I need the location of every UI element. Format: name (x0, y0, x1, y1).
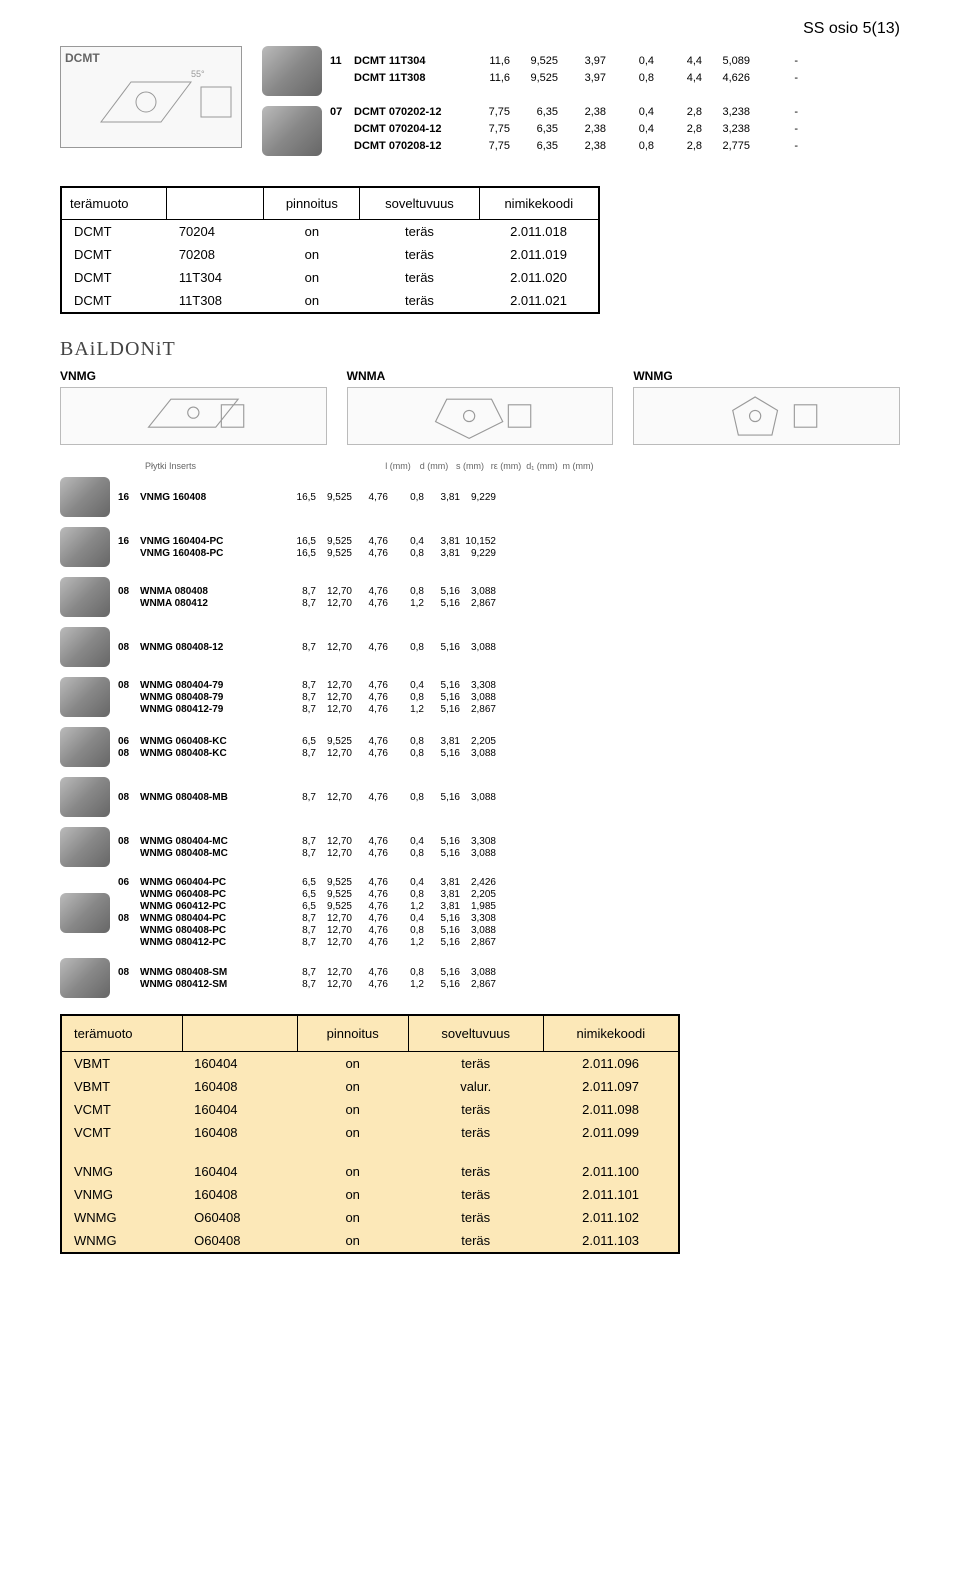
table-row: WNMGO60408onteräs2.011.103 (61, 1229, 679, 1253)
insert-photo (60, 527, 110, 567)
spec-line: 08WNMG 080408-SM8,712,704,760,85,163,088 (118, 967, 496, 978)
insert-photo (60, 727, 110, 767)
top-spec-section: DCMT 55° 11DCMT 11T30411,69,5253,970,44,… (60, 46, 900, 166)
spec-line: 08WNMA 0804088,712,704,760,85,163,088 (118, 586, 496, 597)
table-header: pinnoitus (264, 187, 360, 220)
insert-photo (262, 46, 322, 96)
spec-line: 08WNMG 080404-PC8,712,704,760,45,163,308 (118, 913, 496, 924)
table-header: nimikekoodi (479, 187, 599, 220)
table-header (182, 1015, 297, 1052)
spec-line: 08WNMG 080404-798,712,704,760,45,163,308 (118, 680, 496, 691)
svg-text:55°: 55° (191, 69, 205, 79)
spec-row: 11DCMT 11T30411,69,5253,970,44,45,089- (330, 55, 798, 67)
table-row: VCMT160408onteräs2.011.099 (61, 1121, 679, 1144)
spec-group: 16VNMG 16040816,59,5254,760,83,819,229 (60, 477, 900, 517)
geometry-drawings-row: VNMG WNMAWNMG (60, 369, 900, 445)
dcmt-label: DCMT (65, 51, 100, 65)
spec-row: DCMT 11T30811,69,5253,970,84,44,626- (330, 72, 798, 84)
spec-group: 08WNMG 080408-128,712,704,760,85,163,088 (60, 627, 900, 667)
spec-line: 08WNMG 080404-MC8,712,704,760,45,163,308 (118, 836, 496, 847)
table-header (167, 187, 264, 220)
spec-line: 06WNMG 060404-PC6,59,5254,760,43,812,426 (118, 877, 496, 888)
spec-line: WNMG 080408-PC8,712,704,760,85,163,088 (118, 925, 496, 936)
spec-group: 06WNMG 060404-PC6,59,5254,760,43,812,426… (60, 877, 900, 948)
table-row: DCMT70208onteräs2.011.019 (61, 243, 599, 266)
table-row: VNMG160404onteräs2.011.100 (61, 1160, 679, 1183)
spec-group: 08WNMG 080404-798,712,704,760,45,163,308… (60, 677, 900, 717)
spec-row: 07DCMT 070202-127,756,352,380,42,83,238- (330, 106, 798, 118)
spec-group: 16VNMG 160404-PC16,59,5254,760,43,8110,1… (60, 527, 900, 567)
brand-name: BAiLDONiT (60, 338, 900, 361)
spec-line: VNMG 160408-PC16,59,5254,760,83,819,229 (118, 548, 496, 559)
spec-line: WNMG 080408-798,712,704,760,85,163,088 (118, 692, 496, 703)
yellow-parts-table: terämuoto pinnoitussoveltuvuusnimikekoodi… (60, 1014, 680, 1254)
table-header: soveltuvuus (360, 187, 479, 220)
table-row: WNMGO60408onteräs2.011.102 (61, 1206, 679, 1229)
spec-line: 08WNMG 080408-KC8,712,704,760,85,163,088 (118, 748, 496, 759)
spec-line: 06WNMG 060408-KC6,59,5254,760,83,812,205 (118, 736, 496, 747)
table-row: DCMT11T308onteräs2.011.021 (61, 289, 599, 313)
page-header: SS osio 5(13) (60, 20, 900, 38)
table-row: DCMT70204onteräs2.011.018 (61, 220, 599, 244)
spec-group: 08WNMG 080404-MC8,712,704,760,45,163,308… (60, 827, 900, 867)
dcmt-parts-table: terämuoto pinnoitussoveltuvuusnimikekoodi… (60, 186, 600, 314)
geometry-box: WNMG (633, 369, 900, 445)
spec-line: WNMG 080408-MC8,712,704,760,85,163,088 (118, 848, 496, 859)
spec-line: 08WNMG 080408-128,712,704,760,85,163,088 (118, 642, 496, 653)
geometry-box: VNMG (60, 369, 327, 445)
geometry-box: WNMA (347, 369, 614, 445)
spec-line: WNMG 080412-SM8,712,704,761,25,162,867 (118, 979, 496, 990)
table-row: DCMT11T304onteräs2.011.020 (61, 266, 599, 289)
table-header: nimikekoodi (543, 1015, 679, 1052)
spec-line: 08WNMG 080408-MB8,712,704,760,85,163,088 (118, 792, 496, 803)
spec-group: 08WNMA 0804088,712,704,760,85,163,088WNM… (60, 577, 900, 617)
spec-line: 16VNMG 160404-PC16,59,5254,760,43,8110,1… (118, 536, 496, 547)
table-row: VCMT160404onteräs2.011.098 (61, 1098, 679, 1121)
table-header: terämuoto (61, 1015, 182, 1052)
spec-line: WNMA 0804128,712,704,761,25,162,867 (118, 598, 496, 609)
table-row: VBMT160408onvalur.2.011.097 (61, 1075, 679, 1098)
spec-line: WNMG 060408-PC6,59,5254,760,83,812,205 (118, 889, 496, 900)
table-header: pinnoitus (297, 1015, 408, 1052)
table-header: terämuoto (61, 187, 167, 220)
spec-line: WNMG 080412-PC8,712,704,761,25,162,867 (118, 937, 496, 948)
insert-photo (60, 958, 110, 998)
insert-photo (60, 627, 110, 667)
table-row: VBMT160404onteräs2.011.096 (61, 1052, 679, 1076)
insert-photo (60, 777, 110, 817)
spec-line: 16VNMG 16040816,59,5254,760,83,819,229 (118, 492, 496, 503)
spec-group: 06WNMG 060408-KC6,59,5254,760,83,812,205… (60, 727, 900, 767)
insert-photo (60, 477, 110, 517)
insert-photo (60, 893, 110, 933)
spec-row: DCMT 070208-127,756,352,380,82,82,775- (330, 140, 798, 152)
insert-photo (60, 677, 110, 717)
spec-row: DCMT 070204-127,756,352,380,42,83,238- (330, 123, 798, 135)
dcmt-drawing: DCMT 55° (60, 46, 242, 148)
table-row: VNMG160408onteräs2.011.101 (61, 1183, 679, 1206)
table-header: soveltuvuus (408, 1015, 543, 1052)
insert-photo (262, 106, 322, 156)
insert-spec-list: Płytki Insertsl (mm)d (mm)s (mm)rε (mm)d… (60, 461, 900, 998)
spec-group: 08WNMG 080408-SM8,712,704,760,85,163,088… (60, 958, 900, 998)
insert-photo (60, 827, 110, 867)
spec-line: WNMG 080412-798,712,704,761,25,162,867 (118, 704, 496, 715)
insert-photo (60, 577, 110, 617)
spec-group: 08WNMG 080408-MB8,712,704,760,85,163,088 (60, 777, 900, 817)
spec-line: WNMG 060412-PC6,59,5254,761,23,811,985 (118, 901, 496, 912)
